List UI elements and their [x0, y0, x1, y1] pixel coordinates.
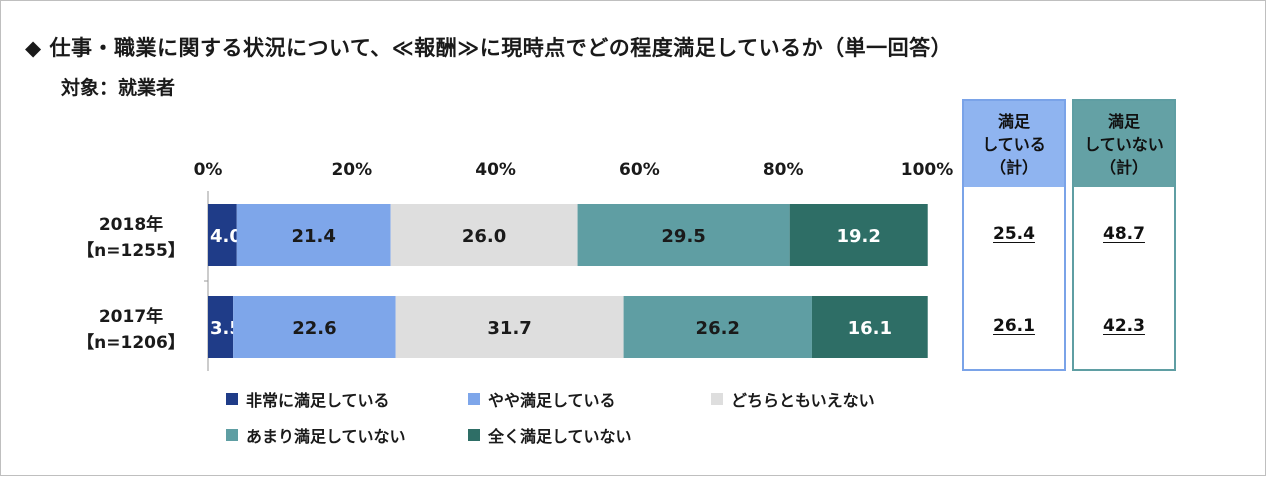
- bar-segment: [811, 296, 928, 358]
- category-label: 2018年: [99, 214, 163, 235]
- legend-swatch: [711, 393, 723, 405]
- x-tick-label: 100%: [901, 160, 954, 180]
- chart-subtitle: 対象：就業者: [61, 77, 176, 99]
- bar-segment: [236, 204, 391, 266]
- legend-item-somewhat-satisfied: やや満足している: [468, 389, 616, 410]
- category-label: 【n=1255】: [77, 240, 185, 261]
- bar-segment: [208, 204, 237, 266]
- x-tick-label: 40%: [475, 160, 516, 180]
- x-tick-label: 80%: [763, 160, 804, 180]
- bar-segment: [789, 204, 928, 266]
- legend-item-neutral: どちらともいえない: [711, 389, 875, 410]
- legend-label: 非常に満足している: [246, 391, 390, 410]
- bar-segment: [390, 204, 578, 266]
- x-tick-label: 60%: [619, 160, 660, 180]
- data-label: 26.0: [462, 226, 506, 247]
- data-label: 19.2: [836, 226, 880, 247]
- summary-header-satisfied: 満足 している （計）: [964, 101, 1064, 187]
- summary-value-satisfied-2018: 25.4: [993, 224, 1035, 244]
- summary-header-not-satisfied: 満足 していない （計）: [1074, 101, 1174, 187]
- data-label: 29.5: [661, 226, 705, 247]
- data-label: 22.6: [292, 318, 336, 339]
- legend-item-not-satisfied-at-all: 全く満足していない: [468, 425, 632, 446]
- legend-label: 全く満足していない: [488, 427, 632, 446]
- legend-label: あまり満足していない: [246, 427, 406, 446]
- bar-segment: [395, 296, 624, 358]
- data-label: 26.2: [696, 318, 740, 339]
- data-label: 16.1: [848, 318, 892, 339]
- legend-swatch: [226, 393, 238, 405]
- bar-segment: [233, 296, 396, 358]
- summary-box-not-satisfied: 満足 していない （計） 48.7 42.3: [1072, 99, 1176, 371]
- data-label: 31.7: [487, 318, 531, 339]
- x-tick-label: 0%: [194, 160, 223, 180]
- summary-box-satisfied: 満足 している （計） 25.4 26.1: [962, 99, 1066, 371]
- legend-label: どちらともいえない: [731, 391, 875, 410]
- summary-value-not-satisfied-2017: 42.3: [1103, 316, 1145, 336]
- legend-item-very-satisfied: 非常に満足している: [226, 389, 390, 410]
- category-label: 【n=1206】: [77, 332, 185, 353]
- legend-label: やや満足している: [488, 391, 616, 410]
- bar-segment: [623, 296, 812, 358]
- legend-swatch: [468, 429, 480, 441]
- summary-value-satisfied-2017: 26.1: [993, 316, 1035, 336]
- summary-value-not-satisfied-2018: 48.7: [1103, 224, 1145, 244]
- legend-swatch: [468, 393, 480, 405]
- legend-item-not-very-satisfied: あまり満足していない: [226, 425, 406, 446]
- bar-segment: [577, 204, 790, 266]
- category-label: 2017年: [99, 306, 163, 327]
- bar-segment: [208, 296, 234, 358]
- chart-title: ◆ 仕事・職業に関する状況について、≪報酬≫に現時点でどの程度満足しているか（単…: [25, 36, 953, 60]
- x-tick-label: 20%: [331, 160, 372, 180]
- data-label: 4.0: [210, 226, 242, 247]
- legend-swatch: [226, 429, 238, 441]
- data-label: 21.4: [291, 226, 335, 247]
